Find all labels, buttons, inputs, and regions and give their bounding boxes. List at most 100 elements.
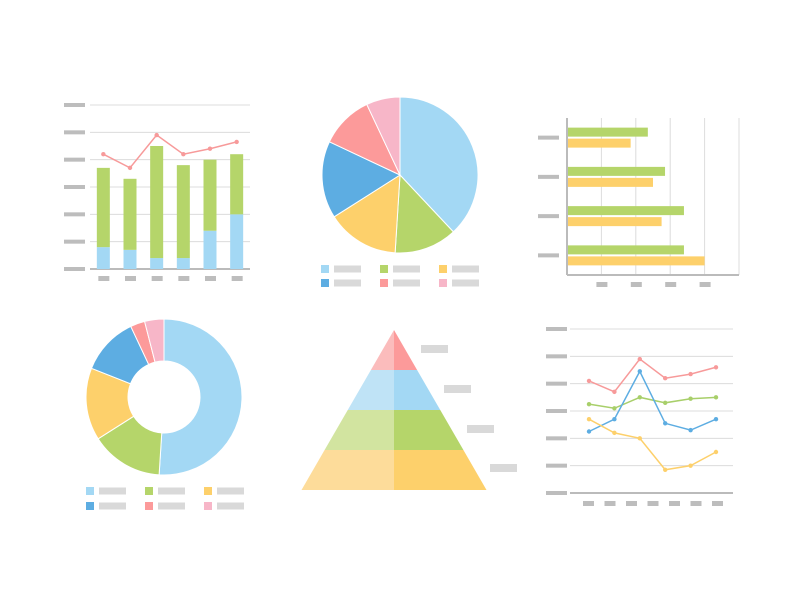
legend-label-placeholder [452,265,479,273]
point [154,132,159,138]
x-label-placeholder [151,276,163,281]
bar-segment [203,159,217,231]
point [637,369,642,374]
x-label-placeholder [712,501,723,506]
x-label-placeholder [647,501,659,506]
point [688,396,693,401]
bar [568,206,684,216]
y-tick-placeholder [546,463,567,468]
line [588,369,717,433]
point [612,406,617,411]
y-tick-placeholder [64,103,85,107]
bar [568,217,662,227]
bar [568,127,648,137]
point [637,436,642,441]
y-tick-placeholder [64,212,85,217]
bar [568,177,653,187]
legend-swatch [204,487,212,495]
x-label-placeholder [98,276,110,281]
legend-swatch [439,265,447,273]
x-label-placeholder [178,276,190,281]
bar-segment [230,214,244,269]
pyramid [301,330,517,490]
slice [158,318,243,476]
slice [366,96,401,176]
point [663,400,668,405]
pyramid-level [370,330,394,370]
point [688,371,693,377]
legend-label-placeholder [158,487,185,495]
x-label-placeholder [125,276,136,281]
x-label-placeholder [690,501,702,506]
y-tick-placeholder [546,327,567,331]
point [663,376,668,381]
x-tick-placeholder [596,282,608,287]
y-label-placeholder [538,253,559,258]
pyramid-level [394,370,441,410]
y-label-placeholder [538,174,559,179]
label-placeholder [444,385,471,393]
y-tick-placeholder [64,130,85,135]
y-tick-placeholder [64,239,85,244]
bar [568,256,705,266]
bar-segment [123,178,137,250]
line [588,418,717,471]
legend-label-placeholder [217,502,244,510]
legend-label-placeholder [393,265,420,273]
bar-segment [176,258,190,269]
legend-swatch [380,279,388,287]
label-placeholder [421,345,448,353]
point [586,378,592,384]
legend-label-placeholder [217,487,244,495]
point [101,152,106,157]
bar [568,245,684,255]
bar-segment [123,249,137,269]
point [688,463,693,468]
point [612,389,617,395]
point [713,395,719,400]
point [663,421,668,426]
x-label-placeholder [583,501,594,506]
point [663,467,668,472]
pyramid-level [301,450,394,490]
pyramid-level [394,410,464,450]
y-label-placeholder [538,214,559,219]
y-tick-placeholder [64,157,85,162]
bar-segment [150,258,164,269]
point [612,430,617,436]
slice [399,96,479,233]
point [207,146,213,151]
pyramid-level [394,330,418,370]
legend-swatch [321,265,329,273]
point [181,152,186,157]
point [713,417,719,422]
point [637,356,642,362]
legend-swatch [321,279,329,287]
point [234,139,239,145]
point [612,417,617,422]
label-placeholder [467,425,494,433]
legend-swatch [86,502,94,510]
x-label-placeholder [604,501,616,506]
bar-segment [96,167,110,248]
legend-label-placeholder [334,265,361,273]
bar-segment [96,247,110,269]
legend-label-placeholder [158,502,185,510]
line [588,358,717,393]
x-label-placeholder [205,276,216,281]
x-tick-placeholder [699,282,711,287]
bar [568,166,666,176]
legend-swatch [145,487,153,495]
point [586,401,592,407]
pyramid-level [394,450,487,490]
legend-swatch [145,502,153,510]
bar-segment [176,165,190,259]
x-label-placeholder [669,501,680,506]
legend-label-placeholder [334,279,361,287]
x-tick-placeholder [630,282,642,287]
y-tick-placeholder [546,354,567,359]
legend-swatch [380,265,388,273]
legend-swatch [86,487,94,495]
legend-label-placeholder [452,279,479,287]
